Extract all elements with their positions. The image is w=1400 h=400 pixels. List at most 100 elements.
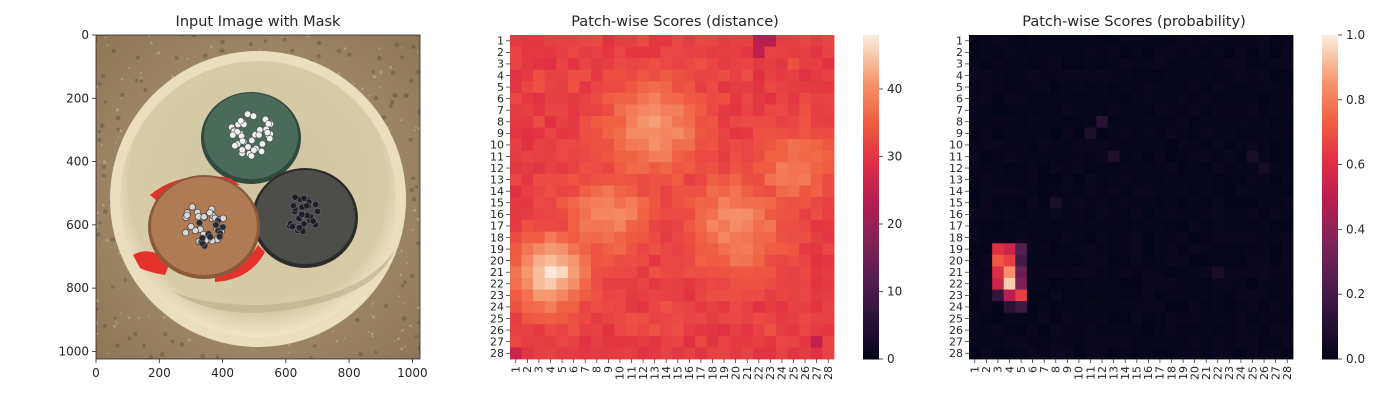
heatmap-cell	[545, 93, 557, 105]
heatmap-cell	[822, 220, 834, 232]
heatmap-cell	[533, 197, 545, 209]
heatmap-cell	[1224, 347, 1236, 359]
heatmap-cell	[1258, 104, 1270, 116]
heatmap-cell	[1177, 162, 1189, 174]
heatmap-cell	[776, 313, 788, 325]
heatmap-cell	[1177, 313, 1189, 325]
heatmap-cell	[510, 209, 522, 221]
texture-speck	[401, 47, 403, 49]
texture-speck	[104, 100, 107, 103]
texture-speck	[372, 336, 374, 338]
heatmap-cell	[799, 347, 811, 359]
heatmap-cell	[1038, 290, 1050, 302]
heatmap-cell	[649, 266, 661, 278]
heatmap-cell	[1247, 220, 1259, 232]
heatmap-cell	[579, 324, 591, 336]
heatmap-cell	[556, 93, 568, 105]
heatmap-cell	[637, 301, 649, 313]
heatmap-cell	[660, 139, 672, 151]
heatmap-cell	[753, 197, 765, 209]
heatmap-cell	[1131, 162, 1143, 174]
texture-speck	[249, 42, 253, 46]
heatmap-cell	[1050, 278, 1062, 290]
texture-speck	[220, 40, 225, 45]
heatmap-cell	[776, 185, 788, 197]
heatmap-cell	[1131, 209, 1143, 221]
heatmap-cell	[1027, 313, 1039, 325]
heatmap-cell	[660, 290, 672, 302]
heatmap-cell	[1015, 93, 1027, 105]
heatmap-cell	[603, 232, 615, 244]
heatmap-cell	[1189, 266, 1201, 278]
heatmap-cell	[981, 301, 993, 313]
heatmap-cell	[1235, 162, 1247, 174]
heatmap-cell	[649, 243, 661, 255]
heatmap-cell	[568, 255, 580, 267]
texture-speck	[160, 352, 164, 356]
heatmap-cell	[1085, 336, 1097, 348]
heatmap-cell	[1073, 336, 1085, 348]
heatmap-cell	[556, 81, 568, 93]
heatmap-cell	[1038, 255, 1050, 267]
heatmap-cell	[981, 336, 993, 348]
texture-speck	[317, 41, 321, 45]
heatmap-cell	[1004, 232, 1016, 244]
heatmap-cell	[684, 139, 696, 151]
heatmap-cell	[626, 301, 638, 313]
heatmap-cell	[981, 151, 993, 163]
heatmap-cell	[1096, 35, 1108, 47]
heatmap-cell	[614, 301, 626, 313]
heatmap-cell	[1200, 243, 1212, 255]
heatmap-cell	[1004, 185, 1016, 197]
heatmap-cell	[568, 301, 580, 313]
heatmap-cell	[614, 70, 626, 82]
heatmap-cell	[1015, 243, 1027, 255]
heatmap-cell	[1015, 313, 1027, 325]
heatmap-cell	[579, 301, 591, 313]
heatmap-cell	[1085, 58, 1097, 70]
heatmap-cell	[556, 116, 568, 128]
heatmap-cell	[1270, 81, 1282, 93]
heatmap-cell	[1224, 266, 1236, 278]
heatmap-cell	[992, 81, 1004, 93]
heatmap-cell	[1189, 139, 1201, 151]
heatmap-cell	[1062, 336, 1074, 348]
heatmap-cell	[1038, 35, 1050, 47]
heatmap-cell	[1270, 128, 1282, 140]
heatmap-cell	[822, 162, 834, 174]
heatmap-cell	[753, 301, 765, 313]
heatmap-cell	[799, 197, 811, 209]
heatmap-cell	[1189, 220, 1201, 232]
heatmap-cell	[626, 116, 638, 128]
heatmap-cell	[1050, 58, 1062, 70]
heatmap-cell	[1050, 290, 1062, 302]
heatmap-cell	[1038, 278, 1050, 290]
heatmap-cell	[695, 243, 707, 255]
heatmap-cell	[1015, 220, 1027, 232]
image-x-tick-label: 1000	[397, 366, 428, 380]
heatmap-cell	[981, 81, 993, 93]
heatmap-cell	[969, 243, 981, 255]
texture-speck	[409, 79, 413, 83]
heatmap-cell	[811, 278, 823, 290]
heatmap-cell	[556, 255, 568, 267]
heatmap-cell	[1189, 81, 1201, 93]
heatmap-cell	[568, 336, 580, 348]
heatmap-cell	[579, 35, 591, 47]
heatmap-cell	[1119, 162, 1131, 174]
heatmap-cell	[533, 58, 545, 70]
heatmap-cell	[672, 81, 684, 93]
heatmap-cell	[1015, 35, 1027, 47]
heatmap-cell	[1270, 104, 1282, 116]
heatmap-cell	[811, 81, 823, 93]
texture-speck	[101, 74, 105, 78]
heatmap-cell	[811, 151, 823, 163]
heatmap-cell	[1143, 128, 1155, 140]
heatmap-cell	[626, 209, 638, 221]
heatmap-cell	[753, 255, 765, 267]
heatmap-cell	[1096, 151, 1108, 163]
heatmap-cell	[788, 347, 800, 359]
heatmap-cell	[1258, 278, 1270, 290]
heatmap-cell	[718, 70, 730, 82]
wire-strand	[189, 204, 195, 210]
